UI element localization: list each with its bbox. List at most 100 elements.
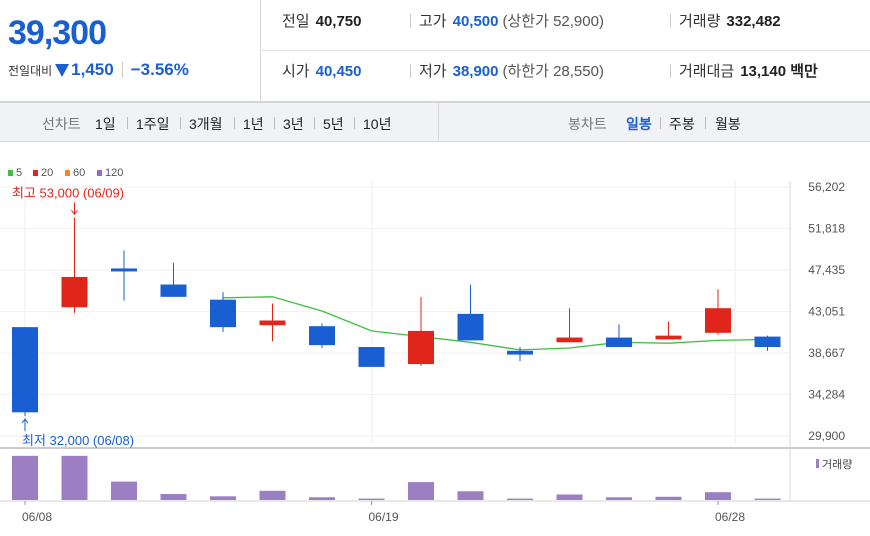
period-3y[interactable]: 3년 [283,116,304,132]
y-tick-label: 47,435 [808,263,845,277]
volume-bar [111,481,137,500]
low-label: 저가 [419,63,447,80]
period-10y[interactable]: 10년 [363,116,392,132]
current-price: 39,300 [8,14,107,52]
candle-weekly[interactable]: 주봉 [669,116,695,132]
change-row: 전일대비 1,450 −3.56% [8,60,189,80]
candle-body [210,299,236,328]
stats-row: 시가 40,450 저가 38,900 (하한가 28,550) 거래대금 13,140… [260,50,870,100]
max-annotation: 최고 53,000 (06/09) [12,185,124,200]
divider [274,117,275,129]
stats-row: 전일 40,750 고가 40,500 (상한가 52,900) 거래량 332,482 [260,0,870,51]
candle-daily[interactable]: 일봉 [626,116,652,132]
divider [410,64,411,78]
period-5y[interactable]: 5년 [323,116,344,132]
volume-bar [754,498,781,500]
volume-label: 거래량 [679,13,721,30]
candle-body [309,326,335,346]
candle-body [61,276,88,308]
candle-body [259,320,286,326]
y-axis: 56,202 51,818 47,435 43,051 38,667 34,284 29,9… [808,180,845,443]
x-tick-label: 06/28 [715,510,745,524]
divider [354,117,355,129]
volume-bar [457,491,484,500]
volume-layer: 거래량 [12,455,852,500]
prev-close-cell: 전일 40,750 [282,0,362,50]
change-value: 1,450 [71,60,114,79]
period-1y[interactable]: 1년 [243,116,264,132]
x-axis: 06/08 06/19 06/28 [22,501,745,524]
candle-monthly[interactable]: 월봉 [715,116,741,132]
annotations: 최고 53,000 (06/09) 최저 32,000 (06/08) [12,185,134,448]
low-cell: 저가 38,900 (하한가 28,550) [410,50,604,100]
candle-body [754,336,781,348]
candle-body [408,330,434,365]
legend-label: 5 [16,167,22,179]
y-tick-label: 29,900 [808,429,845,443]
legend-swatch [33,170,38,176]
volume-bar [408,482,434,500]
amount-label: 거래대금 [679,63,735,80]
volume-cell: 거래량 332,482 [670,0,781,50]
volume-bar [309,497,335,500]
volume-value: 332,482 [726,13,781,30]
candles-layer [12,217,781,417]
candle-body [358,347,385,367]
candle-body [606,337,632,348]
volume-bar [12,455,38,500]
legend-swatch [97,170,102,176]
legend-label: 20 [41,167,53,179]
down-arrow-icon [55,63,70,77]
y-tick-label: 43,051 [808,305,845,319]
lower-limit: (하한가 28,550) [502,63,604,80]
volume-bar [210,496,236,500]
divider [410,14,411,28]
candle-body [507,350,533,355]
x-tick-label: 06/19 [368,510,398,524]
price-box: 39,300 전일대비 1,450 −3.56% [0,0,261,101]
y-tick-label: 38,667 [808,346,845,360]
x-tick-label: 06/08 [22,510,52,524]
moving-average-layer [222,296,768,351]
period-1w[interactable]: 1주일 [136,116,170,132]
candle-body [111,268,137,272]
prev-close-value: 40,750 [315,13,362,30]
volume-bar [358,498,385,500]
amount-cell: 거래대금 13,140 백만 [670,50,818,100]
volume-bar [606,497,632,500]
upper-limit: (상한가 52,900) [502,13,604,30]
volume-legend-swatch [816,459,819,468]
y-tick-label: 34,284 [808,388,845,402]
candle-chart-periods: 봉차트 일봉 주봉 월봉 [439,103,870,141]
chart-toolbar: 선차트 1일 1주일 3개월 1년 3년 5년 10년 봉차트 일봉 주봉 월봉 [0,102,870,142]
ma5-line [222,296,768,351]
period-1d[interactable]: 1일 [95,116,116,132]
stats-table: 전일 40,750 고가 40,500 (상한가 52,900) 거래량 332,482… [260,0,870,101]
min-annotation: 최저 32,000 (06/08) [22,433,134,448]
high-value: 40,500 [452,13,499,30]
divider [670,64,671,78]
candle-body [457,313,484,341]
candle-body [556,337,583,343]
legend-swatch [65,170,70,176]
open-cell: 시가 40,450 [282,50,362,100]
grid [0,181,870,502]
change-rate: −3.56% [130,60,189,79]
high-cell: 고가 40,500 (상한가 52,900) [410,0,604,50]
candle-chart-label: 봉차트 [568,116,607,132]
volume-bar [705,492,731,500]
min-arrow-icon [21,418,29,432]
candle-body [705,308,731,333]
y-tick-label: 56,202 [808,180,845,194]
divider [660,117,661,129]
prev-close-label: 전일 [282,13,310,30]
volume-bar [61,455,88,500]
y-tick-label: 51,818 [808,222,845,236]
volume-bar [556,494,583,500]
volume-bar [507,498,533,500]
divider [705,117,706,129]
period-3m[interactable]: 3개월 [189,116,223,132]
divider [127,117,128,129]
divider [180,117,181,129]
change-label: 전일대비 [8,63,53,78]
